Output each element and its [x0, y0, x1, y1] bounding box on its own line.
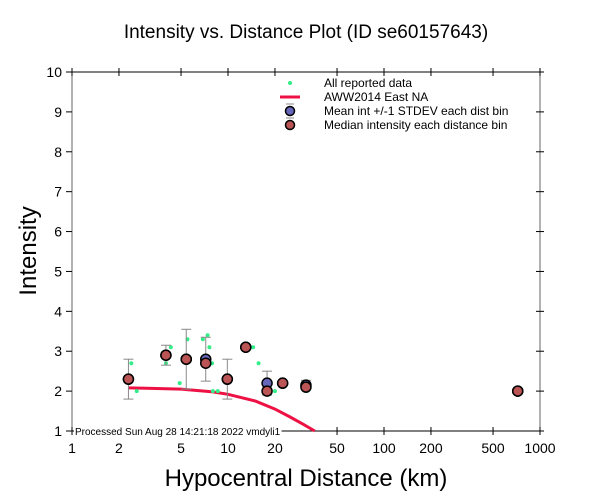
reported-data-point: [207, 345, 212, 350]
x-tick-label: 500: [481, 440, 505, 456]
x-axis-label: Hypocentral Distance (km): [165, 465, 448, 492]
median-intensity-marker: [511, 385, 524, 397]
x-tick-label: 10: [220, 440, 236, 456]
reported-data-point: [251, 345, 256, 350]
y-tick-label: 6: [54, 224, 62, 240]
median-intensity-marker: [240, 341, 252, 353]
x-tick-label: 1000: [524, 440, 555, 456]
reported-data-point: [205, 333, 210, 338]
reported-data-point: [210, 389, 215, 394]
y-tick-label: 3: [54, 343, 62, 359]
reported-data-point: [134, 389, 139, 394]
x-tick-label: 1: [68, 440, 76, 456]
reported-data-point: [272, 389, 277, 394]
x-tick-label: 50: [329, 440, 345, 456]
y-tick-label: 1: [54, 423, 62, 439]
x-tick-label: 5: [177, 440, 185, 456]
median-intensity-marker: [122, 373, 135, 385]
median-intensity-marker: [300, 381, 312, 393]
median-intensity-marker: [199, 357, 212, 369]
median-intensity-marker: [221, 373, 234, 385]
y-tick-label: 2: [54, 383, 62, 399]
median-intensity-marker: [276, 377, 289, 389]
x-tick-label: 2: [115, 440, 123, 456]
legend-label: All reported data: [324, 76, 412, 90]
legend-circle-icon: [284, 105, 296, 117]
aww2014-curve: [128, 386, 316, 433]
legend-label: Mean int +/-1 STDEV each dist bin: [324, 104, 508, 118]
processed-timestamp: Processed Sun Aug 28 14:21:18 2022 vmdyl…: [75, 427, 281, 438]
reported-data-point: [129, 361, 134, 366]
x-tick-label: 20: [267, 440, 283, 456]
y-tick-label: 7: [54, 184, 62, 200]
legend-dot-icon: [288, 81, 292, 85]
reported-data-point: [168, 345, 173, 350]
legend-label: Median intensity each distance bin: [324, 118, 507, 132]
timestamp-background: [74, 427, 282, 438]
y-tick-label: 5: [54, 263, 62, 279]
median-intensity-marker: [180, 353, 193, 365]
chart-title: Intensity vs. Distance Plot (ID se601576…: [124, 22, 488, 43]
legend-label: AWW2014 East NA: [324, 90, 428, 104]
reported-data-point: [200, 337, 205, 342]
median-intensity-marker: [261, 385, 273, 397]
y-axis-label: Intensity: [15, 206, 42, 295]
x-tick-label: 200: [419, 440, 443, 456]
median-intensity-marker: [160, 349, 172, 361]
reported-data-point: [256, 361, 261, 366]
y-tick-label: 4: [54, 303, 62, 319]
reported-data-point: [177, 381, 182, 386]
reported-data-point: [215, 389, 220, 394]
y-tick-label: 9: [54, 104, 62, 120]
x-tick-label: 100: [372, 440, 396, 456]
y-tick-label: 8: [54, 144, 62, 160]
legend-circle-icon: [284, 119, 296, 131]
y-tick-label: 10: [46, 64, 62, 80]
